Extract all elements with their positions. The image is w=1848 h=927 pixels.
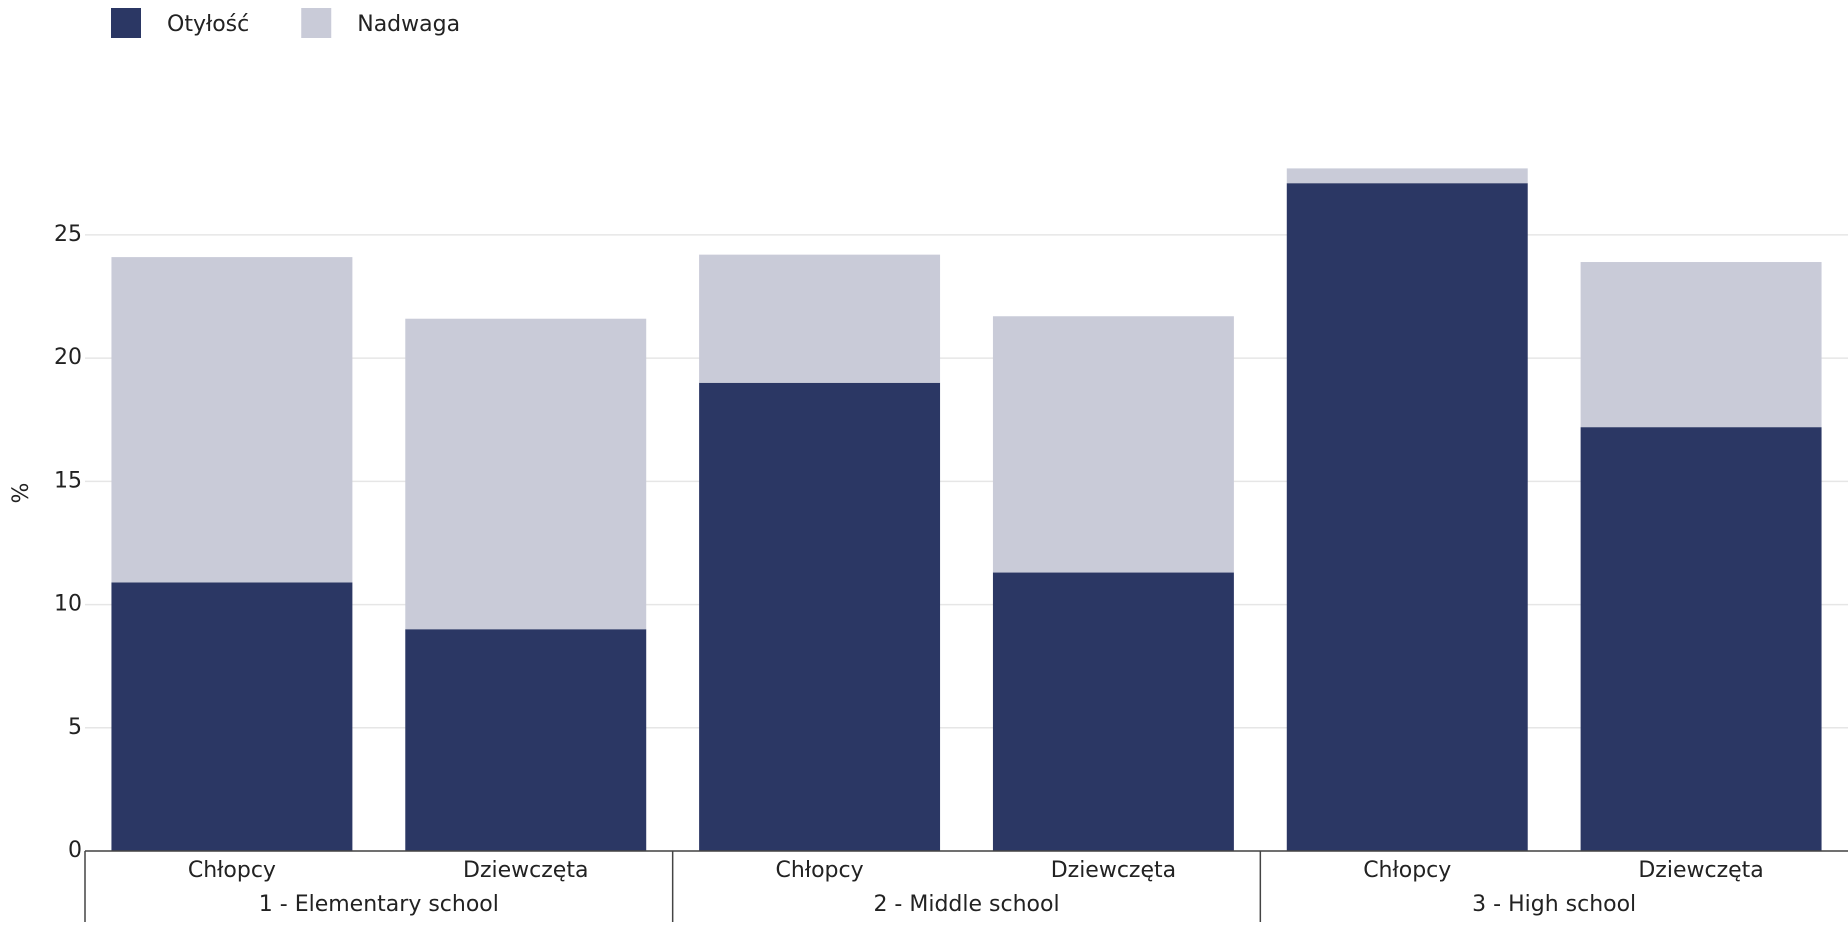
- bar-segment: [111, 257, 353, 583]
- bar-segment: [699, 254, 941, 383]
- y-tick-label: 5: [68, 715, 82, 740]
- x-tick-label: Dziewczęta: [1051, 858, 1176, 883]
- x-tick-label: Dziewczęta: [463, 858, 588, 883]
- y-tick-label: 20: [54, 345, 82, 370]
- legend-label: Nadwaga: [357, 12, 460, 37]
- legend-label: Otyłość: [167, 12, 249, 37]
- y-tick-label: 0: [68, 838, 82, 863]
- bar-segment: [992, 572, 1234, 851]
- legend-swatch: [301, 8, 332, 38]
- legend-swatch: [111, 8, 141, 38]
- x-tick-label: Chłopcy: [776, 858, 864, 883]
- bar-segment: [405, 318, 647, 630]
- bar-segment: [1286, 183, 1528, 851]
- bar-segment: [405, 629, 647, 851]
- bar-segment: [992, 316, 1234, 573]
- bar-segment: [1580, 427, 1822, 851]
- group-label: 3 - High school: [1472, 892, 1636, 917]
- group-label: 1 - Elementary school: [259, 892, 499, 917]
- x-tick-label: Dziewczęta: [1638, 858, 1763, 883]
- y-axis-label: %: [9, 483, 34, 504]
- bar-segment: [699, 382, 941, 851]
- group-label: 2 - Middle school: [873, 892, 1059, 917]
- y-tick-label: 15: [54, 468, 82, 493]
- bar-segment: [111, 582, 353, 851]
- y-tick-label: 25: [54, 222, 82, 247]
- bar-segment: [1286, 168, 1528, 184]
- x-tick-label: Chłopcy: [1363, 858, 1451, 883]
- x-tick-label: Chłopcy: [188, 858, 276, 883]
- y-tick-label: 10: [54, 592, 82, 617]
- bar-segment: [1580, 262, 1822, 428]
